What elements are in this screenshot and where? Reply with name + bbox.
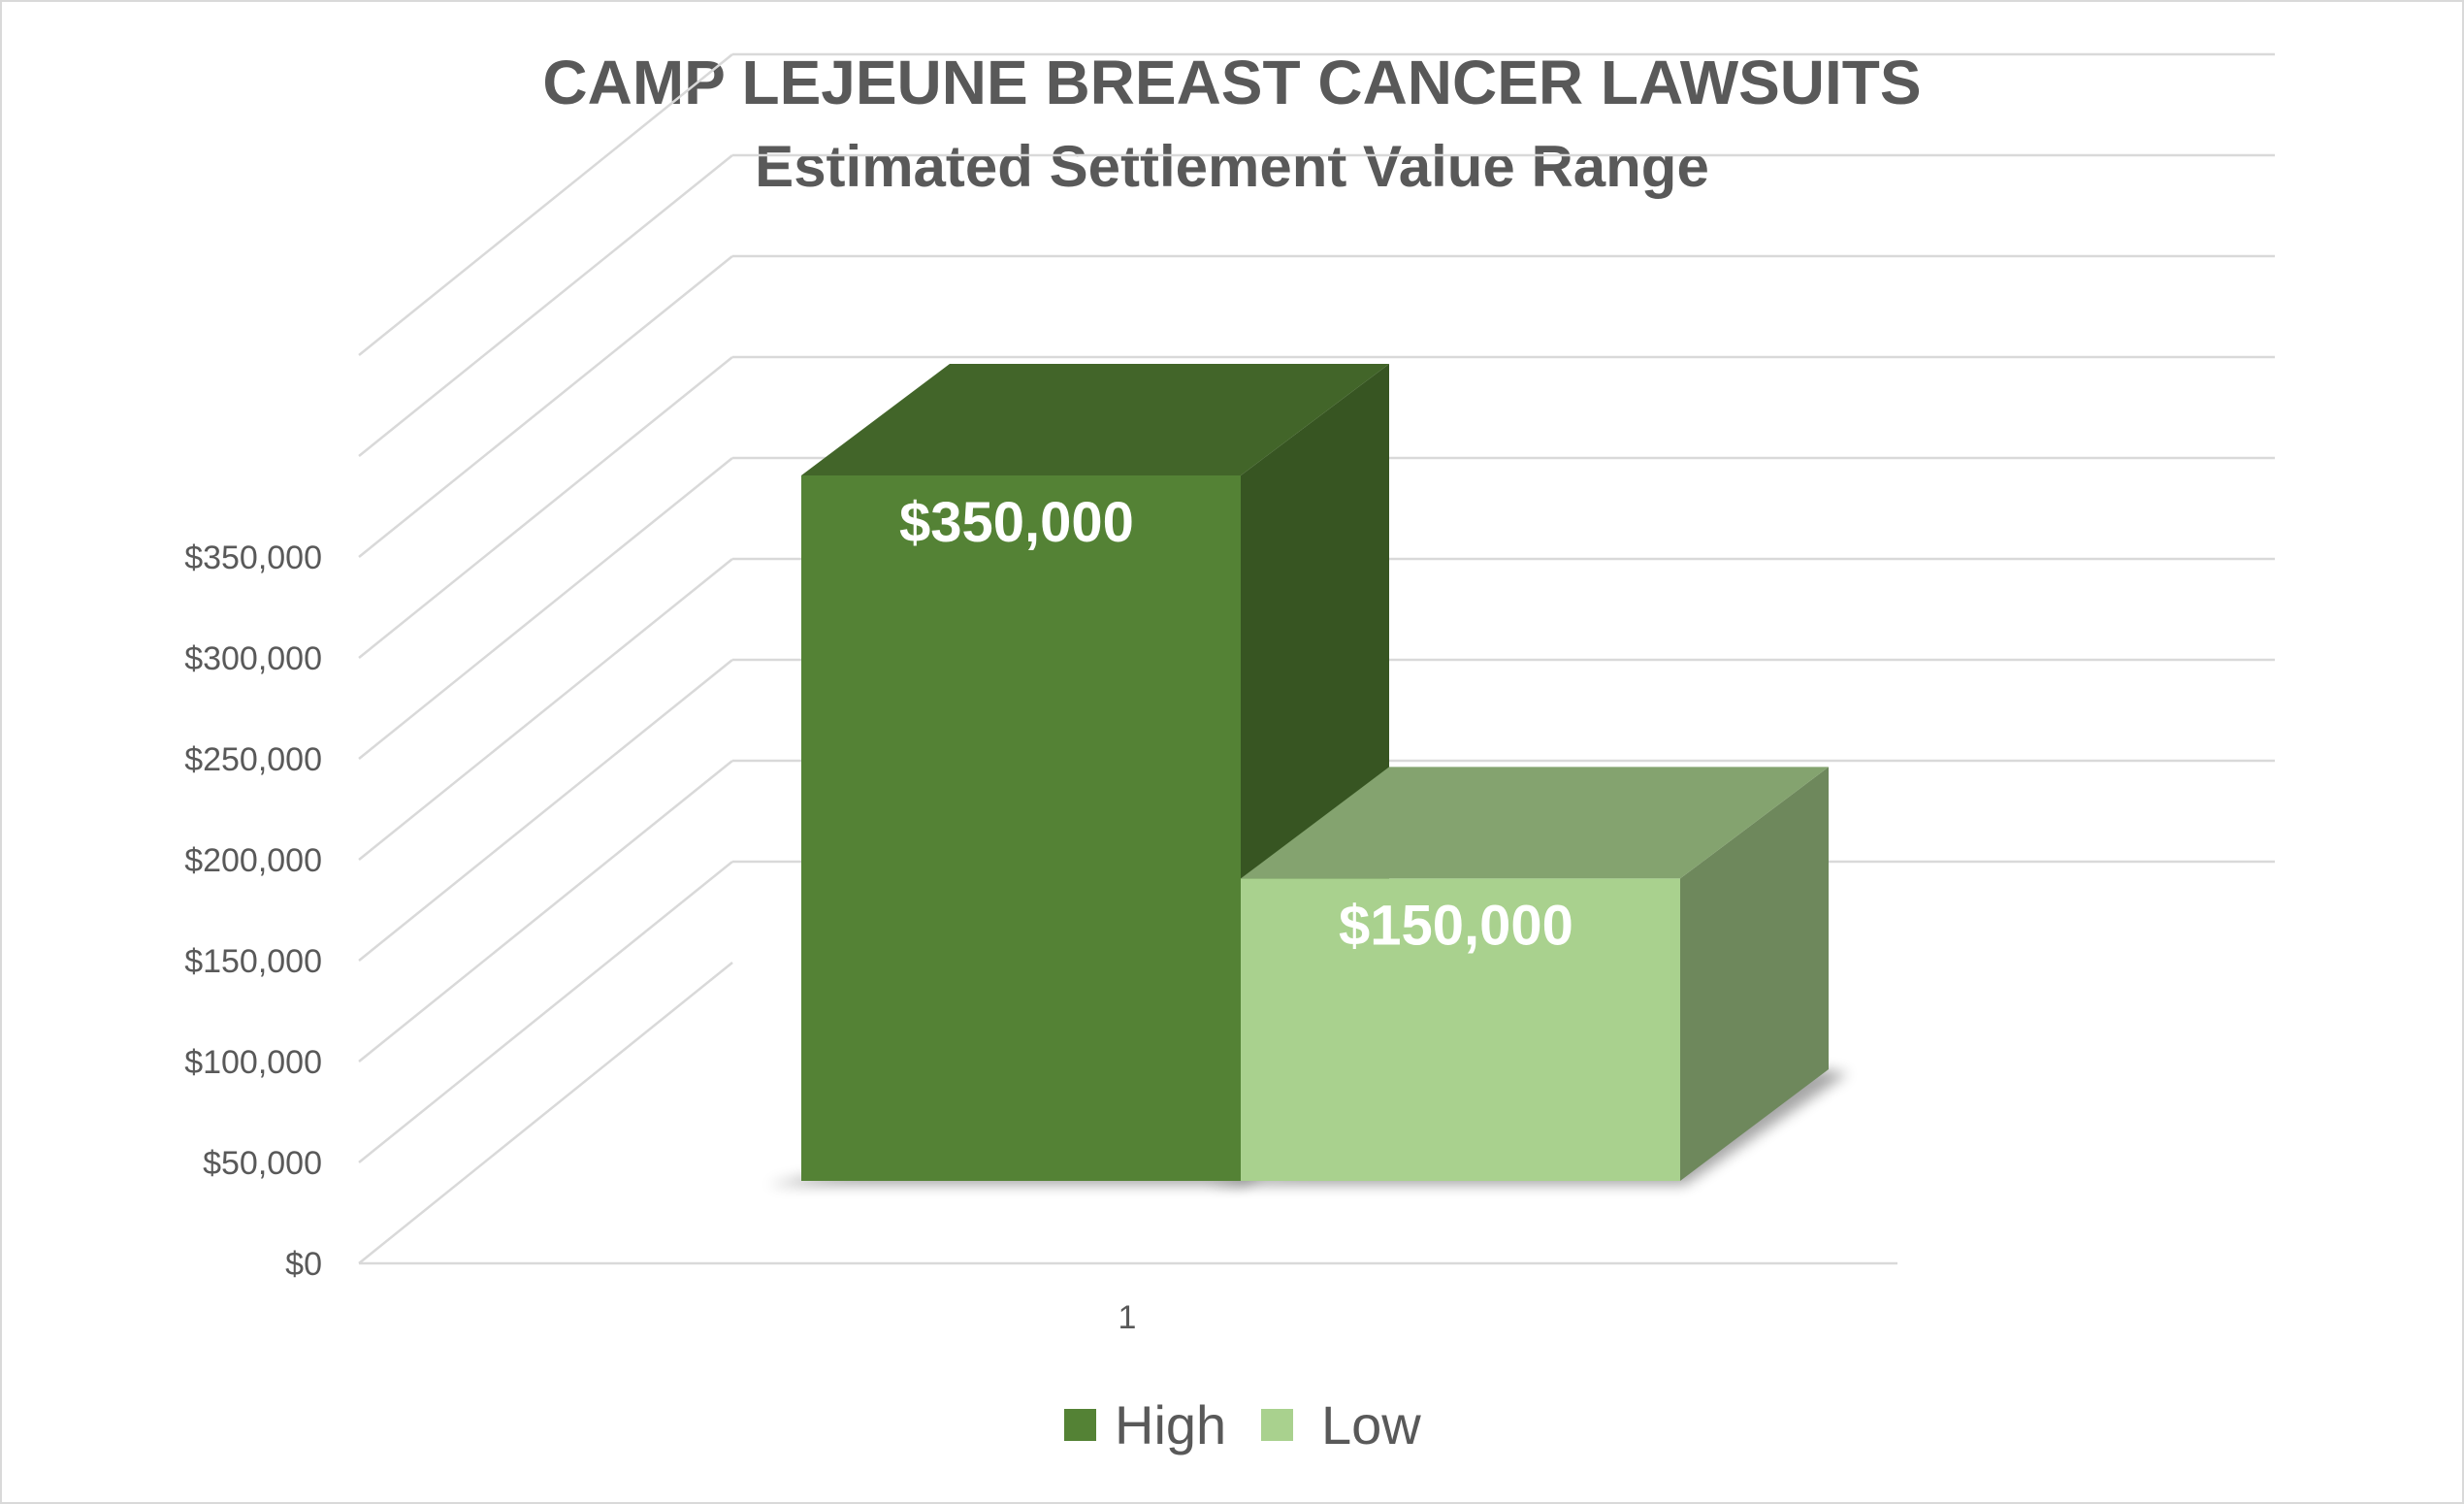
gridline-side [358, 861, 733, 1163]
gridline-side [358, 356, 733, 659]
gridline-side [358, 760, 733, 1063]
legend-item-high: High [1064, 1394, 1226, 1455]
bar-top-face [801, 364, 1389, 475]
bar-low [1241, 767, 1829, 1181]
bar-side-face [1680, 767, 1829, 1181]
y-tick-label: $250,000 [184, 741, 322, 778]
y-tick-label: $350,000 [184, 539, 322, 576]
gridline-side [358, 457, 733, 760]
x-category-label: 1 [1119, 1299, 1137, 1336]
y-tick-label: $0 [285, 1246, 322, 1283]
y-tick-label: $100,000 [184, 1044, 322, 1081]
legend-label: Low [1321, 1394, 1421, 1455]
legend-swatch [1064, 1409, 1096, 1441]
gridline-side [358, 659, 733, 962]
legend-item-low: Low [1261, 1394, 1421, 1455]
chart-title: CAMP LEJEUNE BREAST CANCER LAWSUITS [542, 48, 1921, 117]
data-label-high: $350,000 [899, 491, 1134, 554]
y-tick-label: $150,000 [184, 943, 322, 980]
bar-front-face [1241, 878, 1680, 1181]
bar-front-face [801, 475, 1241, 1181]
legend-label: High [1115, 1394, 1226, 1455]
chart-subtitle: Estimated Settlement Value Range [755, 134, 1709, 199]
bar-top-face [1241, 767, 1829, 879]
y-tick-label: $50,000 [203, 1145, 322, 1182]
gridline-side [358, 255, 733, 558]
gridline-side [358, 53, 733, 356]
gridline-side [358, 558, 733, 861]
gridline-side [358, 962, 733, 1264]
gridline-side [358, 154, 733, 457]
y-tick-label: $300,000 [184, 640, 322, 677]
data-label-low: $150,000 [1339, 894, 1573, 957]
legend-swatch [1261, 1409, 1293, 1441]
y-tick-label: $200,000 [184, 842, 322, 879]
